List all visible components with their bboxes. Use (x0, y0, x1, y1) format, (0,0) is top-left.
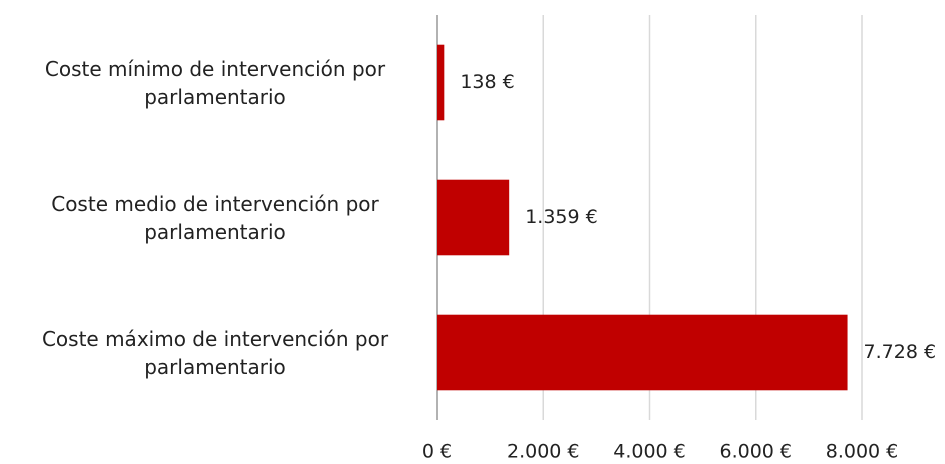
x-tick-label: 2.000 € (507, 441, 580, 463)
value-label: 1.359 € (525, 206, 598, 228)
bar (437, 44, 445, 121)
value-label: 7.728 € (864, 341, 937, 363)
bar (437, 179, 510, 256)
x-tick-label: 4.000 € (613, 441, 686, 463)
value-label: 138 € (460, 71, 514, 93)
x-tick-label: 8.000 € (826, 441, 899, 463)
x-tick-label: 6.000 € (719, 441, 792, 463)
x-tick-label: 0 € (422, 441, 452, 463)
y-tick-label: Coste medio de intervención por parlamen… (51, 191, 379, 244)
y-tick-label: Coste máximo de intervención por parlame… (41, 326, 389, 379)
y-tick-label: Coste mínimo de intervención por parlame… (44, 56, 386, 109)
bar (437, 314, 848, 391)
